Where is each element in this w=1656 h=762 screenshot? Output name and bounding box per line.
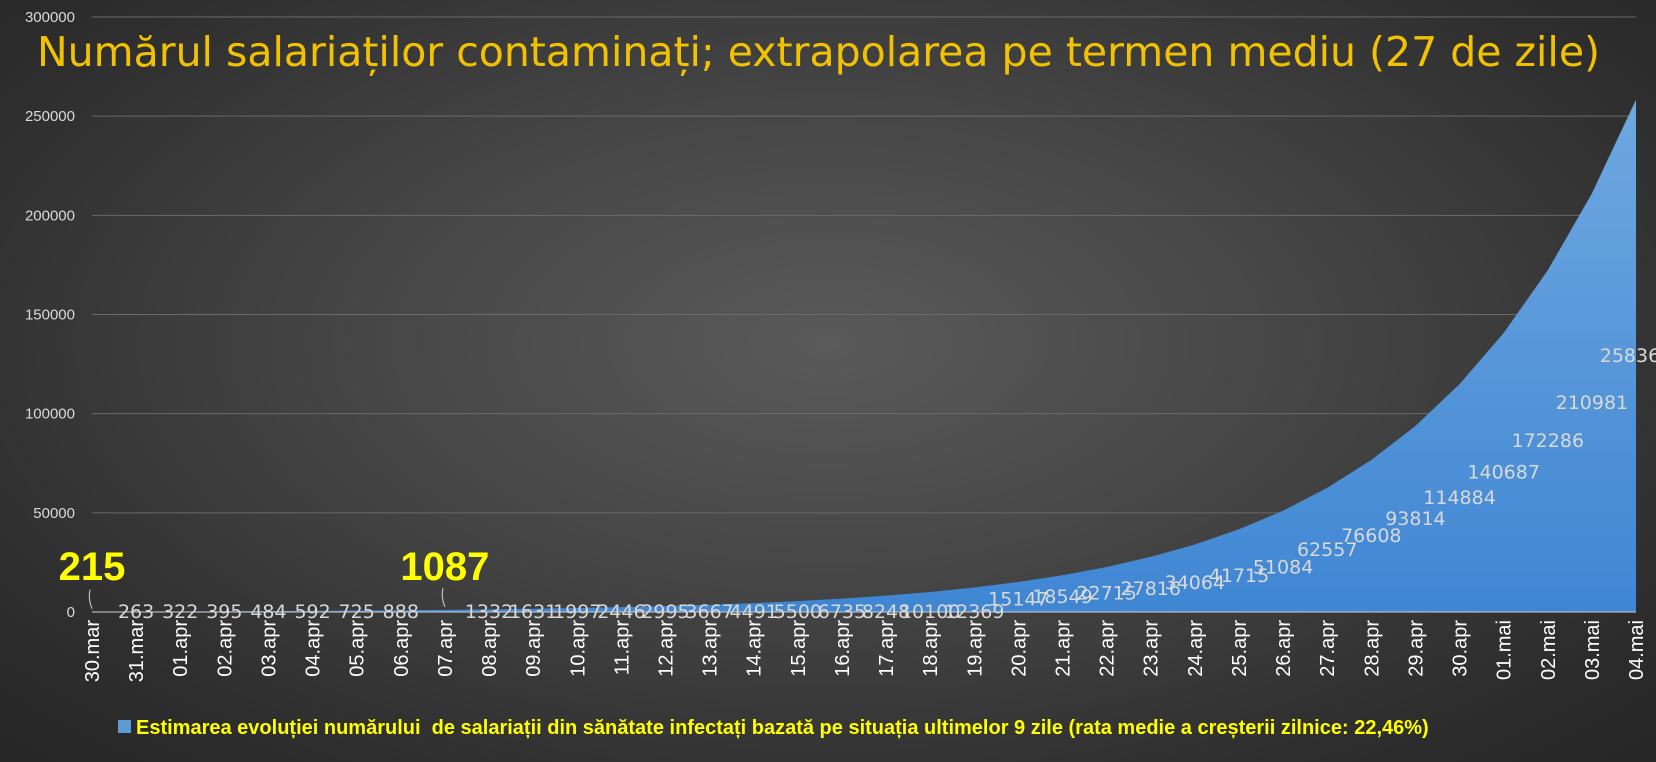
data-label: 41715 — [1209, 565, 1269, 587]
data-label: 15147 — [988, 589, 1048, 611]
x-tick-label: 22.apr — [1097, 620, 1119, 677]
x-tick-label: 08.apr — [479, 620, 501, 677]
x-tick-label: 16.apr — [832, 620, 854, 677]
data-label: 258367 — [1600, 345, 1656, 367]
x-tick-label: 19.apr — [964, 620, 986, 677]
data-label: 51084 — [1253, 557, 1313, 579]
legend: Estimarea evoluției numărului de salaria… — [118, 717, 1429, 739]
x-tick-label: 18.apr — [920, 620, 942, 677]
x-tick-label: 17.apr — [876, 620, 898, 677]
x-tick-label: 25.apr — [1229, 620, 1251, 677]
callout-leader — [88, 589, 93, 609]
x-tick-label: 02.apr — [214, 620, 236, 677]
data-label: 114884 — [1423, 487, 1496, 509]
x-tick-label: 15.apr — [788, 620, 810, 677]
x-tick-label: 04.mai — [1626, 620, 1648, 680]
callout-label: 1087 — [400, 545, 489, 589]
x-tick-label: 07.apr — [435, 620, 457, 677]
data-label: 34064 — [1165, 572, 1225, 594]
x-tick-label: 01.mai — [1494, 620, 1516, 680]
data-label: 140687 — [1467, 461, 1540, 483]
data-label: 172286 — [1512, 430, 1585, 452]
x-tick-label: 11.apr — [611, 620, 633, 676]
callouts: 215 1087 — [59, 545, 489, 609]
legend-label: Estimarea evoluției numărului de salaria… — [136, 717, 1429, 739]
y-tick-label: 200000 — [25, 207, 75, 224]
y-tick-label: 0 — [67, 604, 75, 621]
y-tick-label: 50000 — [33, 505, 75, 522]
x-tick-label: 10.apr — [567, 620, 589, 677]
y-tick-label: 250000 — [25, 108, 75, 125]
x-tick-label: 03.apr — [258, 620, 280, 677]
x-tick-label: 30.mar — [82, 620, 104, 683]
x-tick-label: 09.apr — [523, 620, 545, 677]
x-tick-label: 23.apr — [1141, 620, 1163, 677]
x-tick-label: 02.mai — [1538, 620, 1560, 680]
data-label: 76608 — [1341, 525, 1401, 547]
area-fill — [92, 99, 1636, 612]
x-tick-label: 24.apr — [1185, 620, 1207, 677]
x-tick-label: 14.apr — [744, 620, 766, 677]
x-tick-label: 06.apr — [391, 620, 413, 677]
x-tick-label: 31.mar — [126, 620, 148, 683]
x-tick-label: 21.apr — [1053, 620, 1075, 677]
data-label: 18549 — [1032, 586, 1092, 608]
x-tick-label: 05.apr — [347, 620, 369, 677]
x-tick-label: 03.mai — [1582, 620, 1604, 680]
x-tick-label: 13.apr — [700, 620, 722, 677]
data-label: 22715 — [1076, 582, 1136, 604]
x-tick-label: 30.apr — [1450, 620, 1472, 677]
x-tick-label: 29.apr — [1405, 620, 1427, 677]
callout-label: 215 — [59, 545, 126, 589]
chart-title: Numărul salariaților contaminați; extrap… — [37, 28, 1600, 76]
y-tick-label: 300000 — [25, 9, 75, 26]
data-label: 62557 — [1297, 539, 1357, 561]
y-tick-label: 100000 — [25, 406, 75, 423]
x-tick-label: 12.apr — [655, 620, 677, 677]
x-tick-label: 28.apr — [1361, 620, 1383, 677]
x-tick-label: 04.apr — [303, 620, 325, 677]
y-tick-label: 150000 — [25, 307, 75, 324]
x-tick-label: 27.apr — [1317, 620, 1339, 677]
data-label: 210981 — [1556, 392, 1629, 414]
data-label: 93814 — [1385, 508, 1445, 530]
data-label: 27816 — [1121, 578, 1181, 600]
x-tick-label: 01.apr — [170, 620, 192, 677]
legend-swatch — [118, 720, 131, 733]
x-tick-label: 20.apr — [1008, 620, 1030, 677]
axes: 0 50000 100000 150000 200000 250000 300000 30.m… — [25, 9, 1648, 682]
callout-leader — [441, 587, 446, 608]
x-tick-label: 26.apr — [1273, 620, 1295, 677]
area-series — [92, 99, 1636, 612]
